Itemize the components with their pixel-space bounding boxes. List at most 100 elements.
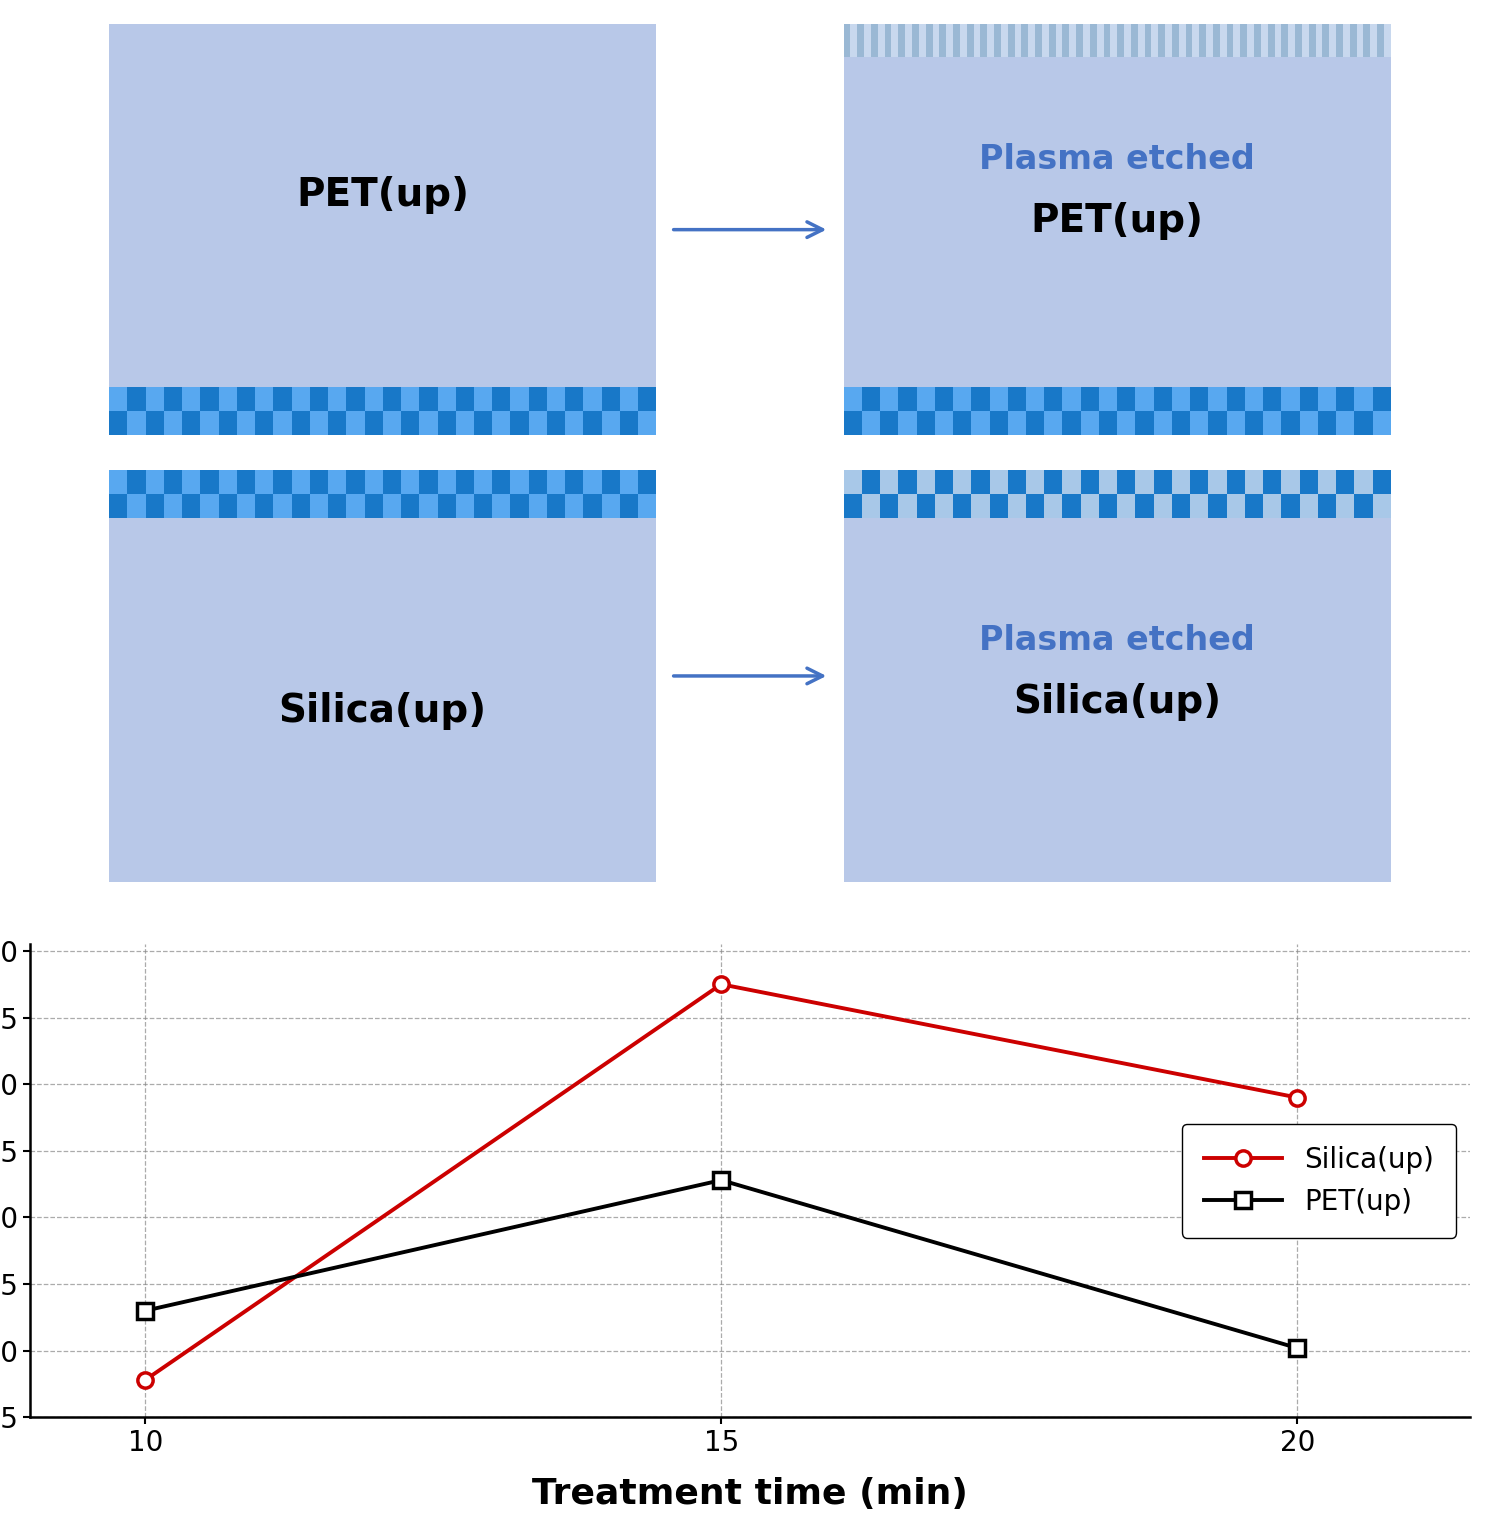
Bar [952, 471, 972, 494]
Bar [273, 471, 291, 494]
Bar [492, 387, 510, 411]
Bar [182, 411, 201, 436]
Bar [164, 494, 182, 518]
Bar [110, 494, 128, 518]
Bar [438, 387, 456, 411]
Silica(up) [136, 1372, 154, 1390]
Bar [1136, 411, 1154, 436]
Bar [880, 494, 898, 518]
Legend: Silica(up), PET(up): Silica(up), PET(up) [1182, 1123, 1456, 1237]
Bar [952, 494, 972, 518]
Bar [602, 387, 619, 411]
Bar [364, 494, 382, 518]
Bar [1336, 387, 1354, 411]
Bar [255, 387, 273, 411]
Text: Plasma etched: Plasma etched [980, 625, 1256, 657]
Bar [164, 471, 182, 494]
Bar [310, 471, 328, 494]
Bar [1048, 24, 1056, 58]
Bar [1008, 471, 1026, 494]
Bar [990, 411, 1008, 436]
Bar [1268, 24, 1275, 58]
Bar [1026, 471, 1044, 494]
Bar [620, 387, 638, 411]
Bar [1294, 24, 1302, 58]
Bar [916, 411, 934, 436]
Bar [1100, 387, 1118, 411]
Bar [1136, 387, 1154, 411]
Bar [1263, 494, 1281, 518]
Text: Plasma etched: Plasma etched [980, 143, 1256, 177]
Bar [237, 471, 255, 494]
Bar [584, 411, 602, 436]
Bar [858, 24, 864, 58]
Bar [110, 471, 128, 494]
Bar [492, 411, 510, 436]
Bar [1200, 24, 1206, 58]
Bar [885, 24, 891, 58]
Bar [310, 387, 328, 411]
Bar [1062, 494, 1080, 518]
Bar [1245, 471, 1263, 494]
Bar [146, 387, 164, 411]
Bar [584, 494, 602, 518]
Bar [1227, 24, 1233, 58]
Bar [420, 387, 438, 411]
Bar [1372, 494, 1390, 518]
Bar [862, 387, 880, 411]
Bar [420, 494, 438, 518]
Bar [400, 471, 420, 494]
Bar [1154, 387, 1172, 411]
Bar [201, 494, 219, 518]
Bar [1118, 471, 1136, 494]
Bar [528, 411, 548, 436]
Bar [510, 494, 528, 518]
Bar [420, 411, 438, 436]
Bar [990, 494, 1008, 518]
Bar [1263, 471, 1281, 494]
Bar [1263, 387, 1281, 411]
Bar [1172, 494, 1190, 518]
Bar [843, 471, 862, 494]
Bar [1185, 24, 1192, 58]
Bar [843, 24, 850, 58]
Bar [346, 471, 364, 494]
Bar [146, 411, 164, 436]
Bar [1354, 411, 1372, 436]
Bar [182, 494, 201, 518]
Bar [1008, 387, 1026, 411]
Bar [219, 471, 237, 494]
Bar [1245, 411, 1263, 436]
Bar [1035, 24, 1042, 58]
PET(up) [712, 1170, 730, 1189]
Bar [898, 411, 916, 436]
Bar [620, 471, 638, 494]
Bar [952, 411, 972, 436]
Bar [843, 24, 1390, 436]
Bar [382, 494, 400, 518]
Bar [1080, 411, 1100, 436]
Bar [548, 494, 566, 518]
Bar [1281, 24, 1288, 58]
Bar [981, 24, 987, 58]
Bar [474, 494, 492, 518]
Bar [566, 387, 584, 411]
Bar [566, 471, 584, 494]
Bar [934, 387, 952, 411]
Bar [1336, 24, 1342, 58]
Bar [602, 411, 619, 436]
Bar [237, 387, 255, 411]
Bar [843, 24, 1390, 58]
Bar [291, 387, 310, 411]
Bar [420, 471, 438, 494]
Bar [1008, 494, 1026, 518]
Bar [219, 387, 237, 411]
Bar [364, 387, 382, 411]
Bar [438, 494, 456, 518]
Bar [1299, 471, 1318, 494]
Bar [952, 24, 960, 58]
Bar [916, 471, 934, 494]
Bar [638, 411, 657, 436]
Bar [1154, 471, 1172, 494]
Bar [510, 471, 528, 494]
